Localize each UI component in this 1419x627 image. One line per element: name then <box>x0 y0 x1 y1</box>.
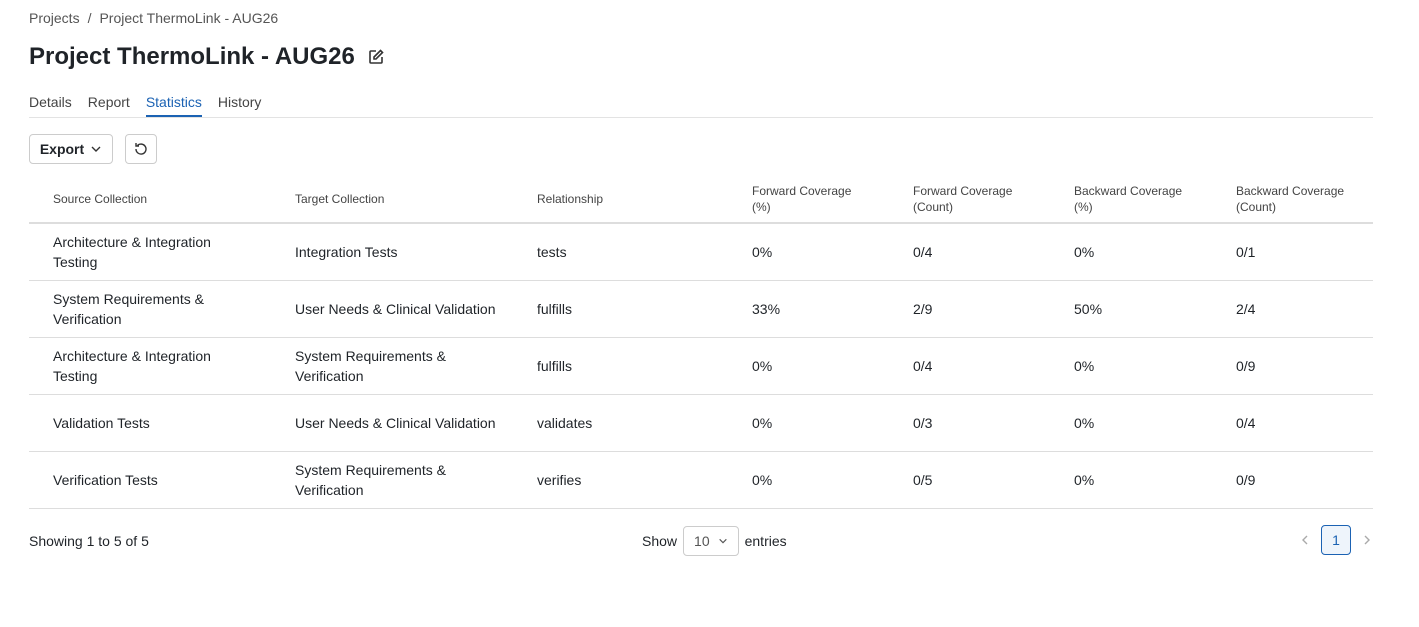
column-header[interactable]: Forward Coverage (%) <box>752 176 913 224</box>
table-cell: 0/4 <box>1236 394 1373 452</box>
column-header-text: Relationship <box>537 192 604 206</box>
column-header[interactable]: Backward Coverage (Count) <box>1236 176 1373 224</box>
column-header[interactable]: Relationship <box>537 176 752 224</box>
next-page[interactable] <box>1361 534 1373 546</box>
table-cell: System Requirements & Verification <box>295 337 537 395</box>
table-row: System Requirements & Verification User N… <box>29 280 1373 338</box>
chevron <box>718 538 727 544</box>
table-cell: 2/4 <box>1236 280 1373 338</box>
table-cell: 0% <box>1074 394 1236 452</box>
table: Source Collection Target Collection Relati… <box>29 176 1373 509</box>
tab[interactable]: Report <box>87 94 130 110</box>
table-cell: 0/1 <box>1236 223 1373 281</box>
table-row: Verification Tests System Requirements & … <box>29 451 1373 509</box>
tab[interactable]: History <box>217 94 262 110</box>
breadcrumb-current: Project ThermoLink - AUG26 <box>99 10 279 26</box>
tab[interactable]: Statistics <box>145 94 202 117</box>
table-cell: tests <box>537 223 752 281</box>
entries-label: entries <box>744 533 787 549</box>
footer: Showing 1 to 5 of 5 Show 10 entries 1 <box>29 525 1373 557</box>
table-cell: System Requirements & Verification <box>29 280 295 338</box>
table-cell: User Needs & Clinical Validation <box>295 394 537 452</box>
table-cell: Architecture & Integration Testing <box>29 337 295 395</box>
column-header[interactable]: Source Collection <box>29 176 295 224</box>
table-cell: 0/4 <box>913 337 1074 395</box>
table-cell: verifies <box>537 451 752 509</box>
table-row: Architecture & Integration Testing System… <box>29 337 1373 395</box>
table-cell: 2/9 <box>913 280 1074 338</box>
table-cell: Integration Tests <box>295 223 537 281</box>
table-row: Architecture & Integration Testing Integr… <box>29 223 1373 281</box>
breadcrumb: Projects / Project ThermoLink - AUG26 <box>29 10 278 26</box>
summary: Showing 1 to 5 of 5 <box>29 533 149 549</box>
column-header-text: Forward Coverage (Count) <box>913 184 1013 214</box>
table-cell: 0% <box>1074 337 1236 395</box>
table-cell: System Requirements & Verification <box>295 451 537 509</box>
column-header-text: Source Collection <box>53 192 148 206</box>
header-row: Source Collection Target Collection Relati… <box>29 176 1373 224</box>
table-cell: 0/4 <box>913 223 1074 281</box>
edit-icon[interactable] <box>367 48 385 66</box>
table-cell: 50% <box>1074 280 1236 338</box>
column-header-text: Target Collection <box>295 192 385 206</box>
table-cell: 0/9 <box>1236 451 1373 509</box>
separator: / <box>87 10 92 26</box>
page-title: Project ThermoLink - AUG26 <box>29 43 385 71</box>
table-cell: fulfills <box>537 337 752 395</box>
table-row: Validation Tests User Needs & Clinical Va… <box>29 394 1373 452</box>
table-cell: 0% <box>752 223 913 281</box>
page-size-select[interactable]: 10 <box>683 526 739 556</box>
table-cell: 0/3 <box>913 394 1074 452</box>
page-button[interactable]: 1 <box>1321 525 1351 555</box>
table-body: Architecture & Integration Testing Integr… <box>29 223 1373 509</box>
export-label: Export <box>39 141 85 157</box>
table-cell: 33% <box>752 280 913 338</box>
table-cell: User Needs & Clinical Validation <box>295 280 537 338</box>
column-header-text: Backward Coverage (%) <box>1074 184 1183 214</box>
column-header[interactable]: Target Collection <box>295 176 537 224</box>
pagination: 1 <box>1299 525 1373 555</box>
table-cell: Verification Tests <box>29 451 295 509</box>
column-header[interactable]: Forward Coverage (Count) <box>913 176 1074 224</box>
page-size: Show 10 entries <box>642 525 787 557</box>
refresh-icon <box>135 143 147 155</box>
column-header-text: Backward Coverage (Count) <box>1236 184 1345 214</box>
prev-page[interactable] <box>1299 534 1311 546</box>
table-cell: 0% <box>752 394 913 452</box>
table-cell: 0% <box>752 337 913 395</box>
column-header-text: Forward Coverage (%) <box>752 184 852 214</box>
table-cell: 0/9 <box>1236 337 1373 395</box>
tab[interactable]: Details <box>29 94 72 110</box>
table-cell: Architecture & Integration Testing <box>29 223 295 281</box>
show-label: Show <box>642 533 678 549</box>
title-text: Project ThermoLink - AUG26 <box>29 43 355 70</box>
tabs: Details Report Statistics History <box>29 94 1373 118</box>
table-cell: fulfills <box>537 280 752 338</box>
page-size-value: 10 <box>694 533 710 549</box>
chevron <box>91 146 101 152</box>
refresh-button[interactable] <box>125 134 157 164</box>
table-cell: 0% <box>1074 223 1236 281</box>
table-cell: Validation Tests <box>29 394 295 452</box>
breadcrumb-link[interactable]: Projects <box>29 10 80 26</box>
table-cell: 0/5 <box>913 451 1074 509</box>
table-cell: 0% <box>752 451 913 509</box>
table-cell: 0% <box>1074 451 1236 509</box>
table-cell: validates <box>537 394 752 452</box>
column-header[interactable]: Backward Coverage (%) <box>1074 176 1236 224</box>
export-button[interactable]: Export <box>29 134 113 164</box>
